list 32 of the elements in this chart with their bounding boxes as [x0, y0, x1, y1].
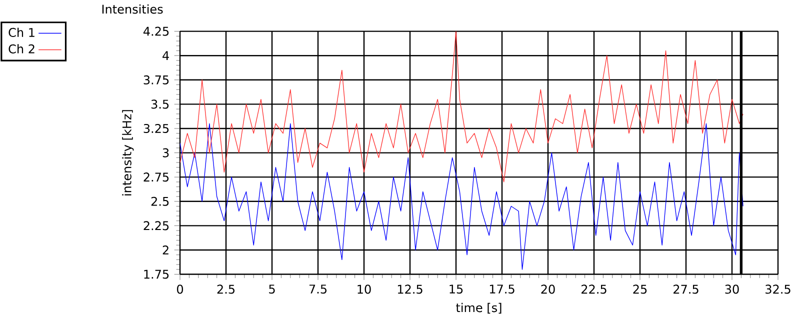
y-tick-label: 2.5: [151, 196, 169, 206]
x-tick-label: 7.5: [309, 284, 326, 294]
x-tick-label: 0: [176, 284, 184, 294]
x-tick-label: 22.5: [582, 284, 606, 294]
y-tick-label: 3.5: [151, 100, 169, 109]
x-tick-label: 15: [450, 284, 463, 294]
x-tick-label: 25: [633, 284, 647, 294]
line-series: [180, 31, 744, 182]
y-tick-label: 4: [162, 51, 169, 60]
x-axis-title: time [s]: [456, 302, 502, 314]
y-axis-title: intensity [kHz]: [122, 110, 134, 196]
y-tick-label: 3.25: [144, 124, 169, 133]
legend-label: Ch 2: [8, 44, 34, 54]
y-tick-label: 1.75: [144, 270, 169, 279]
y-tick-label: 4.25: [143, 26, 169, 36]
x-tick-label: 2.5: [217, 284, 234, 294]
y-tick-label: 3: [162, 148, 169, 158]
y-tick-label: 2.75: [144, 172, 169, 182]
x-tick-label: 30: [725, 284, 739, 294]
x-tick-label: 20: [541, 284, 555, 294]
y-tick-label: 2: [162, 245, 168, 254]
legend-label: Ch 1: [8, 28, 34, 37]
x-tick-label: 27.5: [674, 284, 698, 294]
line-series: [180, 123, 744, 270]
x-tick-label: 5: [269, 284, 275, 294]
chart-title: Intensities: [102, 4, 163, 14]
y-tick-label: 2.25: [144, 221, 169, 230]
x-tick-label: 32.5: [766, 284, 790, 294]
x-tick-label: 12.5: [398, 284, 422, 294]
y-tick-label: 3.75: [144, 75, 169, 84]
x-tick-label: 10: [358, 284, 371, 294]
x-tick-label: 17.5: [490, 284, 514, 294]
